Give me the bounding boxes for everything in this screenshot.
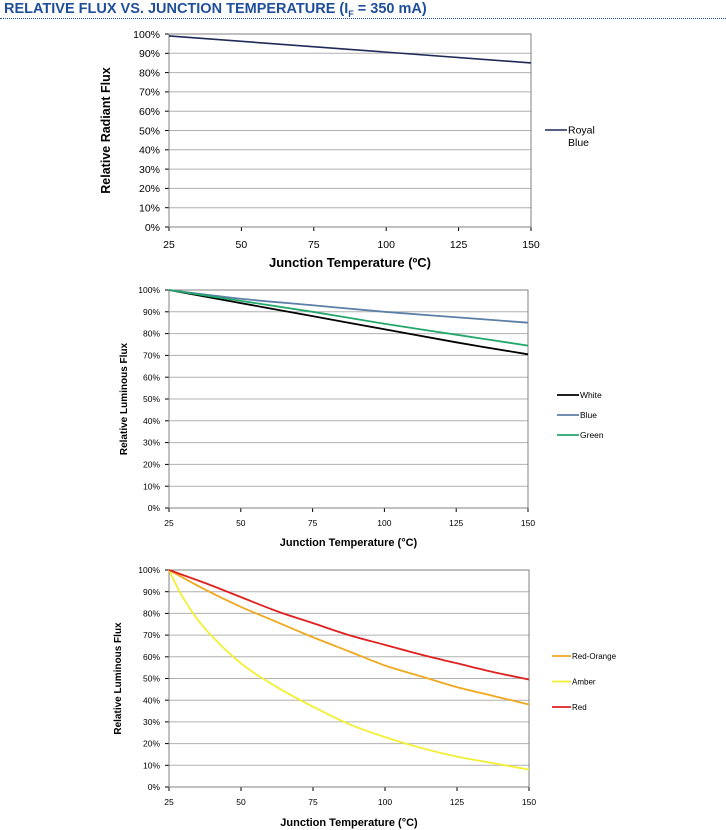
x-axis-label: Junction Temperature (°C) xyxy=(280,537,418,549)
y-tick-label: 70% xyxy=(143,630,160,640)
x-tick-label: 75 xyxy=(308,797,318,807)
series-line-white xyxy=(168,289,529,356)
luminous-flux-chart-red-orange-amber-red: 0% 10% 20% 30% 40% 50% 60% 70% 80% 90% 100% 25 50 75 1… xyxy=(113,565,617,829)
y-tick-label: 90% xyxy=(143,307,160,317)
y-tick-label: 90% xyxy=(143,587,160,597)
x-tick-label: 150 xyxy=(522,797,536,807)
y-tick-label: 10% xyxy=(139,202,160,214)
y-tick-label: 80% xyxy=(143,608,160,618)
series-line-red-orange xyxy=(168,569,530,706)
x-tick-label: 100 xyxy=(377,239,395,251)
x-tick-label: 125 xyxy=(450,797,464,807)
y-axis-label: Relative Luminous Flux xyxy=(113,622,124,735)
page-title-tail: = 350 mA) xyxy=(353,1,427,17)
plot-area-frame xyxy=(168,289,529,509)
y-tick-label: 70% xyxy=(143,350,160,360)
plot-area-frame xyxy=(168,569,530,788)
legend-label: Green xyxy=(580,430,604,440)
y-tick-label: 70% xyxy=(139,87,160,99)
radiant-flux-chart: 0% 10% 20% 30% 40% 50% 60% 70% 80% 90% 100% 25 50 75 1… xyxy=(99,29,595,270)
legend-label: Red xyxy=(572,703,587,712)
series-line-green xyxy=(168,289,529,347)
x-tick-label: 75 xyxy=(308,518,318,528)
legend-label: Red-Orange xyxy=(572,652,617,661)
x-tick-label: 25 xyxy=(164,797,174,807)
y-tick-label: 80% xyxy=(143,329,160,339)
series-line-royal-blue xyxy=(168,35,532,64)
legend-label: White xyxy=(580,390,602,400)
y-axis-label: Relative Radiant Flux xyxy=(99,67,113,193)
x-tick-label: 50 xyxy=(236,239,248,251)
y-tick-label: 20% xyxy=(143,459,160,469)
page-title-subscript: F xyxy=(348,9,354,19)
y-axis-label: Relative Luminous Flux xyxy=(119,342,130,455)
y-tick-label: 10% xyxy=(143,481,160,491)
series-line-blue xyxy=(168,289,529,324)
x-tick-label: 25 xyxy=(164,518,174,528)
y-tick-label: 30% xyxy=(143,438,160,448)
x-tick-label: 100 xyxy=(378,797,392,807)
x-tick-label: 50 xyxy=(236,797,246,807)
y-tick-label: 90% xyxy=(139,48,160,60)
y-tick-label: 100% xyxy=(138,565,160,575)
page-title: RELATIVE FLUX VS. JUNCTION TEMPERATURE (… xyxy=(4,0,427,19)
y-tick-label: 40% xyxy=(143,695,160,705)
y-tick-label: 60% xyxy=(139,106,160,118)
y-tick-label: 50% xyxy=(139,125,160,137)
legend-label: Amber xyxy=(572,677,596,686)
title-underline xyxy=(0,18,726,19)
y-tick-label: 60% xyxy=(143,652,160,662)
x-tick-label: 75 xyxy=(308,239,320,251)
y-tick-label: 30% xyxy=(143,717,160,727)
luminous-flux-chart-white-blue-green: 0% 10% 20% 30% 40% 50% 60% 70% 80% 90% 100% 25 50 75 1… xyxy=(119,285,604,549)
y-tick-label: 80% xyxy=(139,67,160,79)
y-tick-label: 20% xyxy=(143,739,160,749)
legend-label: Blue xyxy=(580,410,597,420)
x-tick-label: 125 xyxy=(449,518,463,528)
y-tick-label: 0% xyxy=(145,222,160,234)
x-axis-label: Junction Temperature (ºC) xyxy=(269,255,431,270)
plot-area-frame xyxy=(168,33,532,228)
y-tick-label: 50% xyxy=(143,674,160,684)
x-tick-label: 25 xyxy=(163,239,175,251)
series-line-red xyxy=(168,569,530,681)
y-tick-label: 0% xyxy=(148,782,161,792)
y-tick-label: 40% xyxy=(139,145,160,157)
x-tick-label: 100 xyxy=(377,518,391,528)
y-tick-label: 60% xyxy=(143,372,160,382)
page-title-main: RELATIVE FLUX VS. JUNCTION TEMPERATURE (… xyxy=(4,1,349,17)
y-tick-label: 40% xyxy=(143,416,160,426)
x-tick-label: 150 xyxy=(521,518,535,528)
x-tick-label: 50 xyxy=(236,518,246,528)
y-tick-label: 0% xyxy=(148,503,161,513)
x-axis-label: Junction Temperature (°C) xyxy=(280,817,418,829)
series-line-amber xyxy=(168,569,530,771)
y-tick-label: 30% xyxy=(139,164,160,176)
x-tick-label: 150 xyxy=(522,239,540,251)
legend-label: Royal Blue xyxy=(568,125,595,149)
y-tick-label: 50% xyxy=(143,394,160,404)
x-tick-label: 125 xyxy=(450,239,468,251)
y-tick-label: 20% xyxy=(139,183,160,195)
y-tick-label: 100% xyxy=(133,29,160,41)
y-tick-label: 100% xyxy=(138,285,160,295)
y-tick-label: 10% xyxy=(143,760,160,770)
